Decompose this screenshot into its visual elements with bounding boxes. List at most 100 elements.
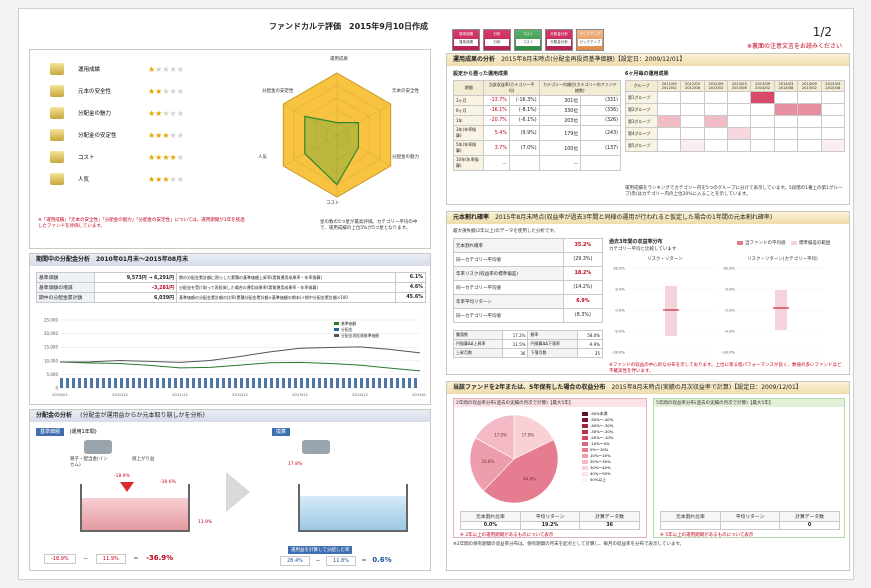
pie-legend-item: -40%～-30% bbox=[582, 423, 646, 429]
dividend-bar bbox=[240, 378, 243, 388]
risk-head: 元本割れ確率 2015年8月末時点(収益率が過去3年間と同様の運用が行われると仮… bbox=[447, 212, 849, 224]
risk-y-tick: 9.0% bbox=[615, 287, 625, 292]
risk-value: 35.2% bbox=[562, 238, 604, 253]
right-sum-a: 28.4% bbox=[280, 556, 310, 566]
stat-value: 19.2% bbox=[519, 521, 581, 530]
radar-spoke bbox=[336, 134, 391, 167]
heat-cell bbox=[820, 91, 846, 104]
dividend-bar bbox=[270, 378, 273, 388]
dividend-bar bbox=[408, 378, 411, 388]
star-icon: ★ bbox=[176, 64, 184, 74]
right-tank-diagram: 17.8% bbox=[288, 440, 418, 550]
header-row: グループ 2011/09 2012/02 2012/03 2012/08 2012/09 2… bbox=[624, 80, 846, 92]
pie-legend-label: -10%～0% bbox=[590, 441, 610, 446]
risk-y-tick: 0.0% bbox=[725, 308, 735, 313]
left-sum-total: -36.9% bbox=[146, 554, 174, 562]
pie-legend-label: -20%～-10% bbox=[590, 435, 614, 440]
period-to: 2012/08 bbox=[685, 86, 701, 90]
star-icon: ★ bbox=[148, 130, 156, 140]
risk-value: (29.3%) bbox=[562, 252, 604, 267]
nav-tab-1[interactable]: 分析 分析 bbox=[483, 29, 511, 51]
pie-legend-swatch bbox=[582, 436, 588, 440]
period-header: 2011/09 2012/02 bbox=[657, 80, 682, 92]
div-pct: 4.6% bbox=[395, 282, 426, 293]
dividend-bar bbox=[126, 378, 129, 388]
x-tick-label: 2013/12 bbox=[292, 392, 308, 397]
radar-axis-label: 分配金の安定性 bbox=[262, 89, 294, 94]
perf-total: (336) bbox=[580, 105, 621, 116]
nav-tab-0[interactable]: 運用成績 運用成績 bbox=[452, 29, 480, 51]
pie-label: 44.4% bbox=[523, 476, 536, 481]
risk-subtitle: 2015年8月末時点(収益率が過去3年間と同様の運用が行われると仮定した場合の1… bbox=[495, 214, 773, 221]
risk-bottom-cell: 円換算ΔΔ上昇率 bbox=[452, 339, 504, 349]
group-label: 第4グループ bbox=[624, 127, 659, 140]
legend-swatch bbox=[334, 334, 339, 337]
perf-total bbox=[580, 155, 621, 171]
dividend-bar bbox=[96, 378, 99, 388]
dividend-bar bbox=[348, 378, 351, 388]
period-header: 2015/03 2015/08 bbox=[820, 80, 846, 92]
perf-period: 10年(年率換算) bbox=[452, 155, 485, 171]
perf-return: -16.1% bbox=[483, 105, 510, 116]
radar-chart bbox=[282, 72, 392, 198]
perf-rank: 330位 bbox=[538, 105, 582, 116]
pie-legend: -50%未満 -50%～-40% -40%～-30% -30%～-20% -20%～-1… bbox=[582, 411, 646, 483]
legend-range: 標準偏差の範囲 bbox=[798, 241, 831, 246]
table-row: 5年(年率換算) 3.7% (7.0%) 100位 (137) bbox=[452, 140, 621, 156]
pie-legend-item: -50%～-40% bbox=[582, 417, 646, 423]
perf-cat: (-6.1%) bbox=[508, 115, 540, 126]
simulation-panel: 当該ファンドを2年または、5年保有した場合の収益分布 2015年8月末時点(実績… bbox=[446, 381, 850, 571]
heat-cell bbox=[680, 91, 705, 104]
radar-spoke bbox=[336, 103, 391, 136]
pie-legend-item: -30%～-20% bbox=[582, 429, 646, 435]
table-row: 同一カテゴリー平均値 (29.3%) bbox=[453, 252, 604, 267]
nav-tab-3[interactable]: 分配金分析 分配金分析 bbox=[545, 29, 573, 51]
rating-stars: ★★★★★ bbox=[148, 87, 184, 96]
header-row: 期間 当該収益率(カテゴリー平均) カテゴリー内順位(カテゴリー内ファンド総数) bbox=[452, 80, 622, 96]
dividend-bar bbox=[144, 378, 147, 388]
nav-tab-sub: ピックアップ bbox=[578, 39, 602, 46]
dividend-bar bbox=[300, 378, 303, 388]
star-icon: ★ bbox=[148, 174, 156, 184]
perf-period: 5年(年率換算) bbox=[452, 140, 485, 156]
dividend-bar bbox=[330, 378, 333, 388]
table-row: 3年(年率換算) 5.4% (9.9%) 179位 (243) bbox=[452, 125, 621, 141]
pie-legend-item: 30%～40% bbox=[582, 465, 646, 471]
nav-tab-sub: コスト bbox=[516, 39, 540, 46]
dividend-bar bbox=[120, 378, 123, 388]
left-column: ファンドカルテ評価 2015年9月10日作成 運用成績 ★★★★★ 元本の安全性 ★★… bbox=[29, 19, 437, 571]
pie-legend-label: 30%～40% bbox=[590, 465, 611, 470]
dividend-bar bbox=[114, 378, 117, 388]
left-label-capital-gain: 値上がり益 bbox=[132, 457, 155, 462]
rating-icon bbox=[50, 173, 64, 185]
dividend-bar bbox=[342, 378, 345, 388]
pie-legend-swatch bbox=[582, 418, 588, 422]
dividend-bar bbox=[378, 378, 381, 388]
sim-left-stats: 元本割れ比率 平均リターン 計算データ数 0.0% 19.2% 36 bbox=[460, 511, 640, 530]
nav-tab-2[interactable]: コスト コスト bbox=[514, 29, 542, 51]
dividend-bar bbox=[384, 378, 387, 388]
nav-tab-4[interactable]: ピックアップ ピックアップ bbox=[576, 29, 604, 51]
right-label-top: 17.8% bbox=[288, 462, 303, 467]
pie-slice bbox=[483, 439, 559, 504]
perf-rank: 179位 bbox=[538, 125, 582, 141]
dividend-source-panel: 分配金の分析 (分配金が運用益からか元本取り崩しかを分析) 基準価額 (運用1年… bbox=[29, 409, 431, 571]
rating-row: 人気 ★★★★★ bbox=[50, 168, 240, 190]
star-icon: ★ bbox=[162, 86, 170, 96]
heat-cell bbox=[703, 91, 729, 104]
dividend-bar bbox=[360, 378, 363, 388]
period-to: 2014/08 bbox=[778, 86, 794, 90]
risk-bottom-cell: 勝率 bbox=[527, 330, 578, 340]
risk-bottom-table: 騰落数 17.2% 勝率 58.0% 円換算ΔΔ上昇率 11.5% 円換算ΔΔ下落率 -9.9… bbox=[452, 330, 604, 358]
document-title: ファンドカルテ評価 2015年9月10日作成 bbox=[269, 22, 428, 31]
period-to: 2012/02 bbox=[661, 86, 677, 90]
pie-label: 17.0% bbox=[494, 432, 507, 437]
table-row: 基準価額の増減 -3,281円 分配金を受け取って再投資した場合の運用成果率(実質運… bbox=[36, 282, 426, 293]
rating-stars: ★★★★★ bbox=[148, 65, 184, 74]
right-sum-b: 11.8% bbox=[326, 556, 356, 566]
pie-legend-swatch bbox=[582, 442, 588, 446]
risk-y-tick: -9.0% bbox=[614, 329, 625, 334]
star-icon: ★ bbox=[148, 152, 156, 162]
dividend-bar bbox=[294, 378, 297, 388]
pie-legend-label: 40%～50% bbox=[590, 471, 611, 476]
